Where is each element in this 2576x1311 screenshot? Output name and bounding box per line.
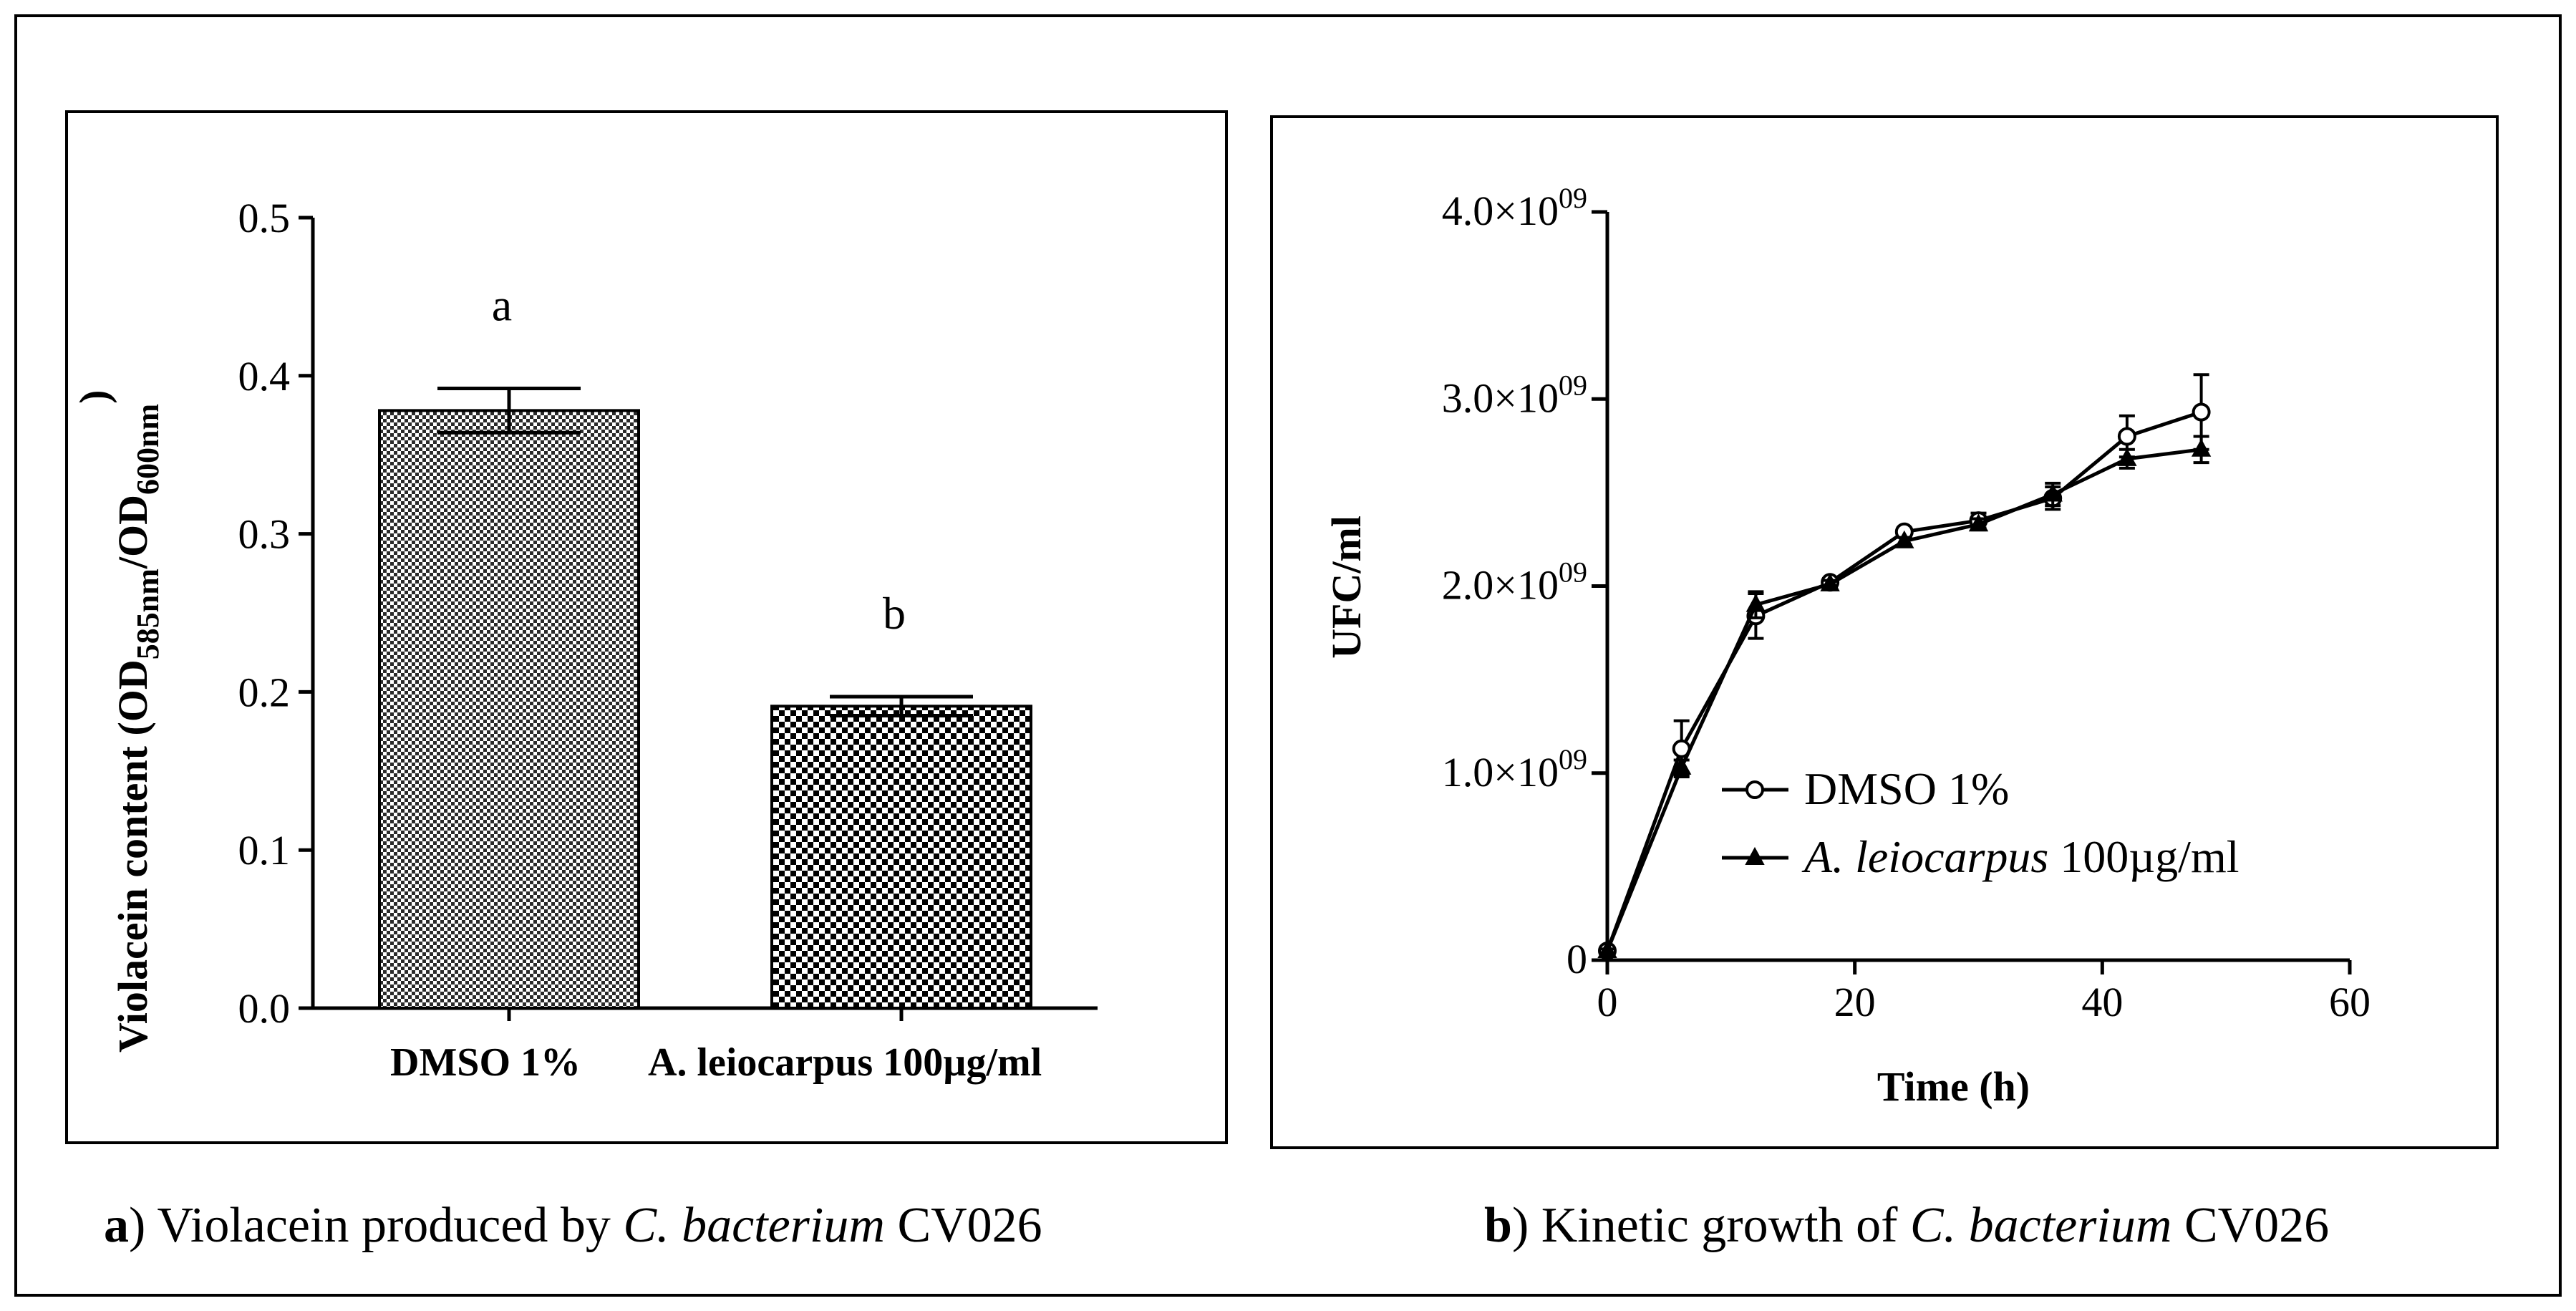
data-point — [1597, 939, 1617, 958]
y-tick-label: 4.0×1009 — [1442, 182, 1587, 234]
caption-a-label: a — [104, 1198, 129, 1253]
y-axis-label: Violacein content (OD585nm/OD600nm) — [71, 390, 165, 1053]
data-point — [2043, 483, 2063, 502]
y-tick-label: 0 — [1567, 936, 1587, 982]
caption-a-italic: C. bacterium — [623, 1198, 885, 1253]
caption-b-end: CV026 — [2171, 1198, 2330, 1253]
x-tick-label: 40 — [2081, 979, 2123, 1025]
caption-b: b) Kinetic growth of C. bacterium CV026 — [1484, 1197, 2329, 1254]
bar — [770, 705, 1032, 1010]
y-tick-label: 0.5 — [238, 195, 291, 241]
caption-b-label: b — [1484, 1198, 1512, 1253]
y-axis-label: UFC/ml — [1323, 516, 1370, 659]
panel-a-frame — [65, 110, 1228, 1144]
x-tick-label: 60 — [2329, 979, 2371, 1025]
y-tick-label: 0.1 — [238, 827, 291, 874]
caption-a-text: ) Violacein produced by — [129, 1198, 624, 1253]
y-tick-label: 0.4 — [238, 353, 291, 400]
legend: DMSO 1% A. leiocarpus 100µg/ml — [1722, 763, 2240, 882]
data-point — [1745, 594, 1766, 612]
series-leiocarpus — [1597, 435, 2212, 958]
caption-b-italic: C. bacterium — [1909, 1198, 2172, 1253]
data-point — [1820, 573, 1840, 591]
y-tick-label: 2.0×1009 — [1442, 556, 1587, 609]
caption-a: a) Violacein produced by C. bacterium CV… — [104, 1197, 1042, 1254]
x-category-label: DMSO 1% — [390, 1040, 581, 1085]
legend-marker — [1745, 846, 1765, 865]
outer-frame — [14, 14, 2562, 1297]
legend-label: DMSO 1% — [1804, 763, 2009, 814]
data-point — [2191, 438, 2212, 457]
significance-letter: a — [492, 279, 512, 330]
data-point — [2117, 448, 2137, 466]
x-tick-label: 20 — [1834, 979, 1876, 1025]
legend-label: A. leiocarpus 100µg/ml — [1801, 831, 2240, 882]
data-point — [2117, 427, 2136, 446]
caption-b-text: ) Kinetic growth of — [1511, 1198, 1910, 1253]
x-tick-label: 0 — [1597, 979, 1618, 1025]
data-point — [1894, 530, 1914, 548]
y-tick-label: 3.0×1009 — [1442, 369, 1587, 421]
y-tick-label: 0.0 — [238, 985, 291, 1032]
legend-marker — [1745, 780, 1764, 799]
caption-a-end: CV026 — [884, 1198, 1042, 1253]
bar — [378, 409, 640, 1010]
x-axis-label: Time (h) — [1877, 1063, 2030, 1110]
y-tick-label: 0.3 — [238, 511, 291, 558]
significance-letter: b — [883, 588, 906, 639]
x-category-label: A. leiocarpus 100µg/ml — [648, 1040, 1042, 1085]
data-point — [1968, 513, 1989, 532]
y-tick-label: 0.2 — [238, 669, 291, 715]
panel-b-frame — [1270, 115, 2499, 1149]
y-tick-label: 1.0×1009 — [1442, 743, 1587, 795]
panel-b-chart: 0 1.0×1009 2.0×1009 3.0×1009 4.0×1009 0 20 40 60… — [1323, 182, 2371, 1110]
data-point — [2192, 402, 2211, 422]
data-point — [1672, 756, 1692, 775]
panel-a-chart: 0.0 0.1 0.2 0.3 0.4 0.5 a b DMSO 1% A. leiocarpus… — [71, 195, 1098, 1085]
